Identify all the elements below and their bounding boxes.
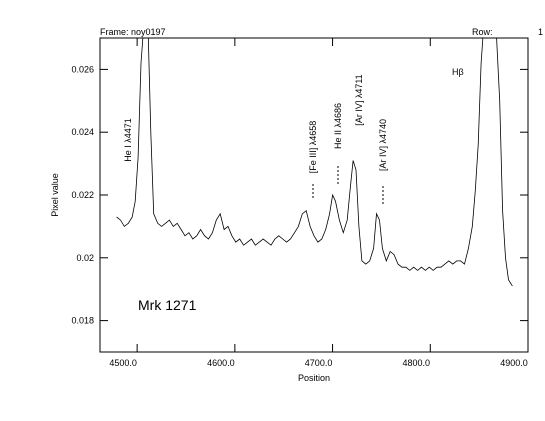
x-tick-label: 4500.0 bbox=[109, 358, 137, 368]
object-label: Mrk 1271 bbox=[138, 297, 197, 313]
x-tick-label: 4700.0 bbox=[305, 358, 333, 368]
y-tick-label: 0.018 bbox=[71, 316, 94, 326]
y-tick-label: 0.02 bbox=[76, 253, 94, 263]
x-axis-label: Position bbox=[298, 373, 330, 383]
line-label: [Ar IV] λ4740 bbox=[378, 119, 388, 171]
spectrum-line bbox=[116, 38, 513, 287]
row-label: Row: bbox=[472, 27, 493, 37]
frame-label: Frame: noy0197 bbox=[100, 27, 166, 37]
line-label: Hβ bbox=[452, 67, 464, 77]
y-tick-label: 0.024 bbox=[71, 127, 94, 137]
line-label: [Fe III] λ4658 bbox=[308, 121, 318, 174]
line-label: He I λ4471 bbox=[123, 118, 133, 162]
row-value: 1 bbox=[538, 27, 543, 37]
x-tick-label: 4600.0 bbox=[207, 358, 235, 368]
line-label: [Ar IV] λ4711 bbox=[354, 74, 364, 125]
x-tick-label: 4900.0 bbox=[500, 358, 528, 368]
y-tick-label: 0.026 bbox=[71, 64, 94, 74]
y-axis-label: Pixel value bbox=[50, 173, 60, 217]
y-tick-label: 0.022 bbox=[71, 190, 94, 200]
line-label: He II λ4686 bbox=[333, 103, 343, 149]
x-tick-label: 4800.0 bbox=[403, 358, 431, 368]
